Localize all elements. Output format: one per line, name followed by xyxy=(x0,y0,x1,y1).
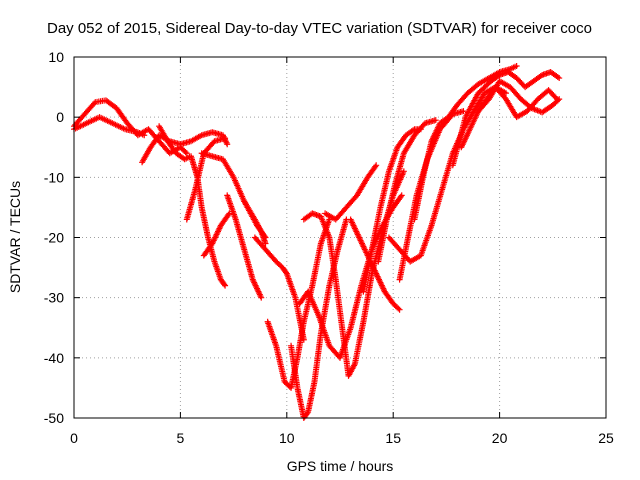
series-track-16 xyxy=(347,216,403,313)
data-point xyxy=(262,240,269,247)
series-track-05 xyxy=(183,135,229,223)
series-track-08 xyxy=(224,192,265,301)
data-point xyxy=(554,97,561,104)
x-tick-label: 0 xyxy=(70,430,78,446)
series-track-15 xyxy=(322,162,380,223)
data-point xyxy=(262,234,269,241)
y-tick-label: -50 xyxy=(44,410,64,426)
series-track-10 xyxy=(251,234,307,343)
y-tick-label: -40 xyxy=(44,350,64,366)
series-track-02 xyxy=(71,114,148,139)
data-point xyxy=(432,117,439,124)
data-point xyxy=(182,149,189,156)
grid-lines xyxy=(74,57,606,418)
data-point xyxy=(502,90,509,97)
x-tick-label: 25 xyxy=(598,430,614,446)
data-point xyxy=(396,306,403,313)
series-track-06 xyxy=(200,210,233,259)
data-point xyxy=(222,135,229,142)
series-track-23 xyxy=(458,84,561,151)
axis-ticks: 0 5 10 15 20 25 -50 -40 -30 -20 -10 0 10 xyxy=(44,49,614,446)
data-point xyxy=(372,163,379,170)
data-point xyxy=(221,281,228,288)
x-axis-label: GPS time / hours xyxy=(287,458,394,474)
y-tick-label: 0 xyxy=(56,109,64,125)
data-point xyxy=(400,168,407,175)
chart-title: Day 052 of 2015, Sidereal Day-to-day VTE… xyxy=(47,20,592,37)
data-point xyxy=(398,192,405,199)
data-point xyxy=(460,108,467,115)
series-track-09 xyxy=(241,198,269,241)
data-point xyxy=(395,305,402,312)
y-axis-label: SDTVAR / TECUs xyxy=(7,181,23,293)
x-tick-label: 10 xyxy=(279,430,295,446)
x-tick-label: 5 xyxy=(177,430,185,446)
y-tick-label: -20 xyxy=(44,230,64,246)
data-point xyxy=(556,96,563,103)
x-tick-label: 15 xyxy=(385,430,401,446)
y-tick-label: -10 xyxy=(44,169,64,185)
data-point xyxy=(304,410,311,417)
data-point xyxy=(513,63,520,70)
data-point xyxy=(556,75,563,82)
y-tick-label: -30 xyxy=(44,290,64,306)
series-track-22 xyxy=(449,69,563,169)
data-point xyxy=(373,162,380,169)
series-track-18 xyxy=(375,117,439,265)
data-point xyxy=(225,211,232,218)
data-point xyxy=(258,294,265,301)
data-point xyxy=(222,282,229,289)
data-point xyxy=(141,132,148,139)
series-track-17 xyxy=(360,126,424,295)
series-track-21 xyxy=(411,63,520,223)
series-track-04 xyxy=(156,123,229,289)
x-tick-label: 20 xyxy=(492,430,508,446)
data-series xyxy=(71,63,563,421)
data-point xyxy=(224,141,231,148)
data-point xyxy=(261,233,268,240)
data-point xyxy=(397,193,404,200)
series-track-24 xyxy=(475,78,563,116)
y-tick-label: 10 xyxy=(48,49,64,65)
data-point xyxy=(183,150,190,157)
